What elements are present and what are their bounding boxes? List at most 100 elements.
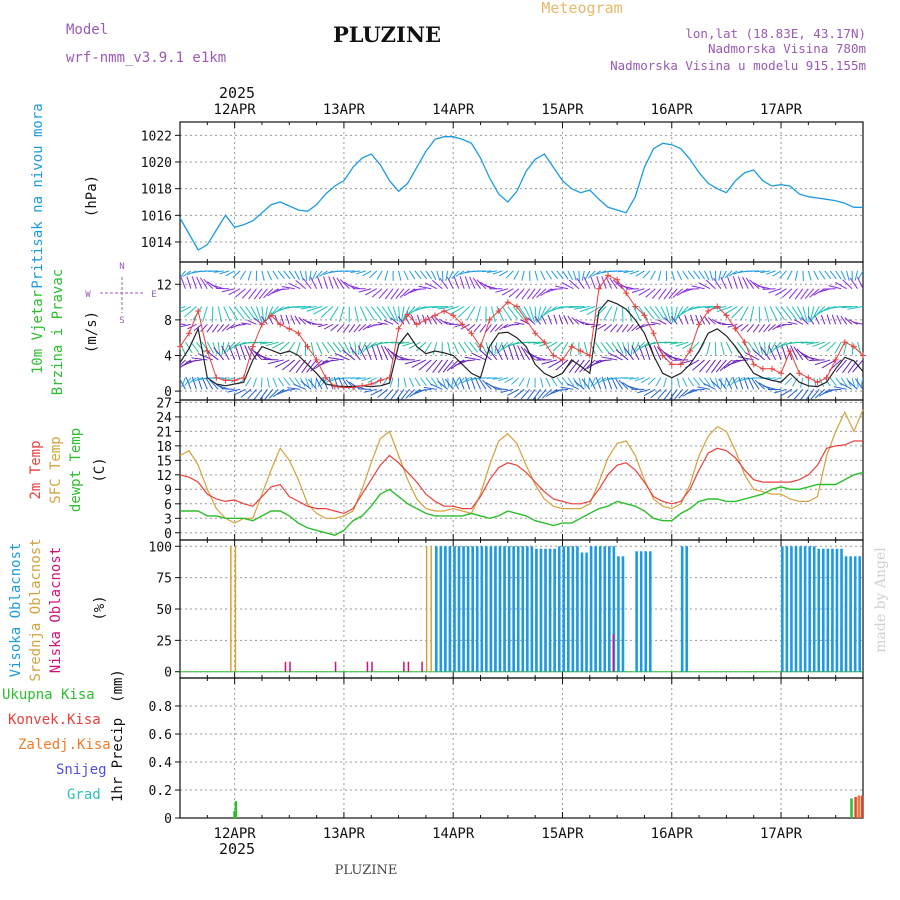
wind-arrow xyxy=(689,341,700,352)
wind-arrow xyxy=(529,306,535,322)
wind-arrow xyxy=(616,324,623,333)
wind-arrow xyxy=(687,270,695,280)
wind-arrow xyxy=(671,306,674,323)
wind-arrow xyxy=(327,341,336,353)
wind-arrow xyxy=(800,317,809,325)
wind-arrow xyxy=(626,324,634,333)
high-cloud-bar xyxy=(840,548,843,672)
wind-gust-marker xyxy=(832,356,839,363)
wind-arrow xyxy=(821,359,836,369)
high-cloud-bar xyxy=(567,546,570,672)
wind-arrow xyxy=(808,359,825,362)
wind-arrow xyxy=(517,345,525,361)
wind-gust-marker xyxy=(595,285,602,292)
wind-gust-marker xyxy=(741,339,748,346)
credit-text: made by Angel xyxy=(873,547,889,653)
wind-arrow xyxy=(464,356,481,361)
high-cloud-bar xyxy=(644,551,648,672)
wind-gust-marker xyxy=(714,303,721,310)
high-cloud-bar xyxy=(489,546,493,672)
wind-arrow xyxy=(682,377,688,388)
wind-arrow xyxy=(265,341,279,347)
wind-arrow xyxy=(358,323,367,332)
wind-arrow xyxy=(833,386,847,390)
wind-arrow xyxy=(841,306,858,309)
precip-panel: 0 0.2 0.4 0.6 0.8 xyxy=(149,677,864,827)
high-cloud-bar xyxy=(589,546,593,672)
wind-arrow xyxy=(196,276,203,289)
low-cloud-bar xyxy=(612,634,615,672)
wind-arrow xyxy=(180,359,186,367)
wind-gust-marker xyxy=(304,343,311,350)
wind-arrow xyxy=(253,288,263,300)
wind-arrow xyxy=(239,306,251,320)
wind-arrow xyxy=(738,376,744,390)
wind-arrow xyxy=(567,315,574,325)
precip-ytick-label: 0.6 xyxy=(149,728,172,743)
wind-arrow xyxy=(674,388,684,400)
compass-rose: N S W E xyxy=(85,262,156,326)
wind-arrow xyxy=(804,288,815,299)
wind-arrow xyxy=(538,306,547,322)
wind-arrow xyxy=(703,315,711,325)
wind-arrow xyxy=(381,306,392,320)
wind-arrow xyxy=(772,270,782,277)
conv-precip-bar xyxy=(860,795,864,818)
high-cloud-bar xyxy=(535,548,538,672)
wind-arrow xyxy=(644,306,655,320)
wind-arrow xyxy=(180,388,181,390)
wind-arrow xyxy=(234,306,245,320)
wind-arrow xyxy=(486,377,497,379)
wind-arrow xyxy=(377,322,388,325)
wind-arrow xyxy=(465,377,476,382)
wind-arrow xyxy=(773,388,787,394)
wind-arrow xyxy=(394,354,410,361)
wind-arrow xyxy=(186,270,197,276)
wind-gust-marker xyxy=(350,384,357,391)
wind-arrow xyxy=(595,359,612,362)
wind-arrow xyxy=(552,341,563,352)
wind-gust-marker xyxy=(605,272,612,279)
bottom-day-label: 14APR xyxy=(432,826,475,842)
wind-arrow xyxy=(369,270,378,279)
wind-arrow xyxy=(287,387,301,390)
wind-arrow xyxy=(820,314,826,325)
wind-arrow xyxy=(835,281,847,290)
wind-arrow xyxy=(272,388,285,398)
wind-arrow xyxy=(601,356,618,361)
wind-arrow xyxy=(247,319,257,325)
wind-arrow xyxy=(336,277,345,289)
sfc-temp-line xyxy=(179,409,864,524)
wind-arrow xyxy=(640,377,651,384)
wind-arrow xyxy=(632,341,640,354)
wind-arrow xyxy=(432,279,443,290)
wind-arrow xyxy=(518,377,525,387)
high-cloud-bar xyxy=(822,548,825,672)
wind-arrow xyxy=(221,388,235,390)
wind-arrow xyxy=(371,288,383,298)
wind-gust-marker xyxy=(477,343,484,350)
wind-arrow xyxy=(505,270,514,279)
wind-arrow xyxy=(466,306,476,321)
wind-gust-marker xyxy=(277,321,284,328)
wind-arrow xyxy=(293,383,306,390)
top-day-label: 15APR xyxy=(541,102,584,118)
wind-arrow xyxy=(768,345,777,361)
model-elevation-text: Nadmorska Visina u modelu 915.155m xyxy=(610,58,866,73)
wind-arrow xyxy=(256,306,263,322)
wind-arrow xyxy=(383,319,394,325)
wind-arrow xyxy=(663,317,673,325)
wind-arrow xyxy=(734,377,744,384)
wind-arrow xyxy=(634,377,645,382)
wind-arrow xyxy=(446,359,460,372)
wind-arrow xyxy=(235,288,246,298)
wind-arrow xyxy=(498,341,509,353)
wind-arrow xyxy=(578,270,580,281)
precip-ytick-label: 0 xyxy=(164,812,172,827)
wind-arrow xyxy=(432,341,438,355)
wind-arrow xyxy=(430,383,443,390)
wind-arrow xyxy=(463,341,473,353)
wind-arrow xyxy=(705,359,716,374)
wind-arrow xyxy=(473,323,481,333)
wind-arrow xyxy=(184,306,197,318)
